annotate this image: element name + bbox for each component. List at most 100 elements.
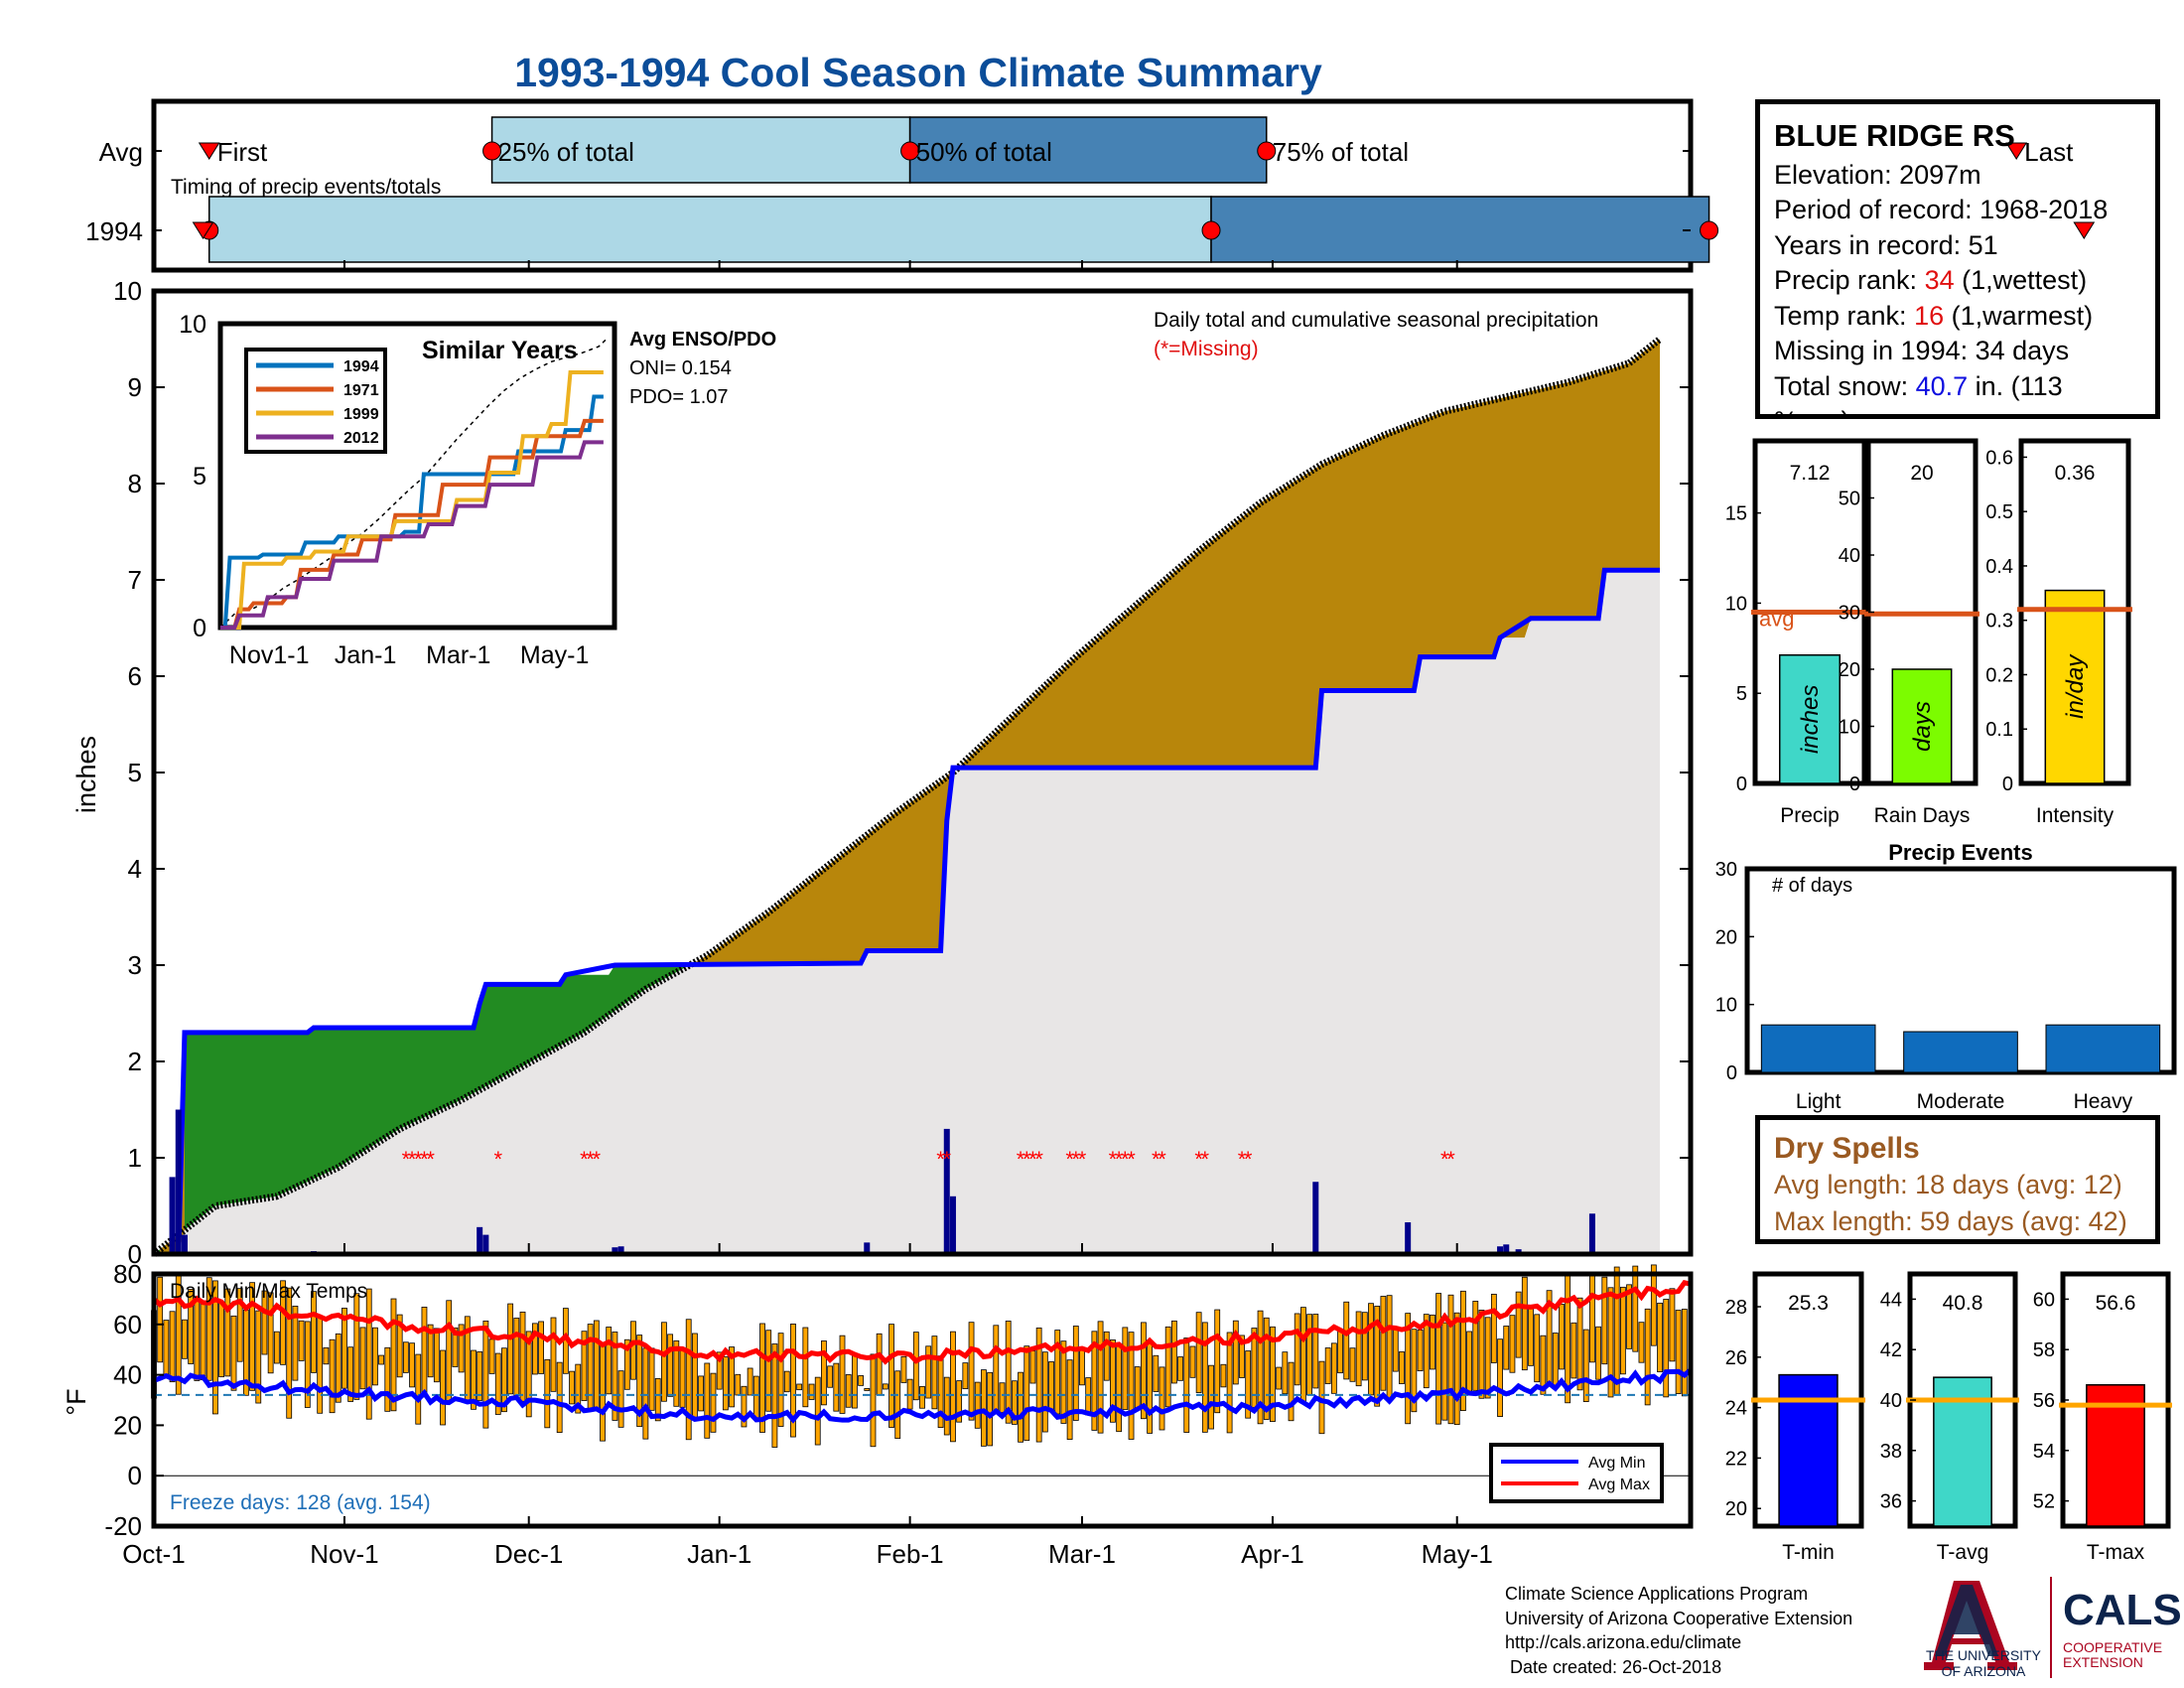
daily-temp-bar: [1595, 1326, 1602, 1380]
svg-text:EXTENSION: EXTENSION: [2063, 1654, 2143, 1670]
stat-bar-Intensity: [2044, 589, 2106, 784]
daily-temp-bar: [600, 1341, 606, 1442]
daily-temp-bar: [1029, 1350, 1036, 1384]
timing-caption: Timing of precip events/totals: [171, 176, 441, 199]
stat-bar-Rain Days: [1891, 668, 1953, 784]
cals-logo: CALS COOPERATIVE EXTENSION: [2063, 1586, 2182, 1670]
precip-y-tick-label: 7: [128, 565, 142, 595]
daily-temp-bar: [1306, 1314, 1312, 1396]
temps-y-axis-label: °F: [62, 1388, 91, 1415]
daily-temp-bar: [1411, 1329, 1418, 1413]
precip-y-axis-label: inches: [71, 736, 101, 813]
temp-y-tick-label: 20: [113, 1410, 142, 1440]
daily-temp-bar: [925, 1345, 932, 1399]
temp-y-tick-label: 80: [113, 1259, 142, 1289]
missing-day-marker: *: [1028, 1147, 1037, 1172]
credits: Climate Science Applications Program Uni…: [1505, 1582, 1852, 1679]
stat-label: Precip: [1780, 804, 1840, 827]
inset-y-tick-label: 0: [193, 615, 206, 642]
temp-y-tick-label: -20: [104, 1511, 142, 1541]
credit-university: University of Arizona Cooperative Extens…: [1505, 1608, 1853, 1628]
daily-temp-bar: [870, 1353, 877, 1448]
timing-marker-p75: [1700, 220, 1719, 240]
precip-events-category: Light: [1796, 1090, 1842, 1113]
daily-temp-bar: [1097, 1321, 1104, 1434]
missing-day-marker: *: [1017, 1147, 1025, 1172]
daily-temp-bar: [402, 1341, 409, 1373]
daily-temp-bar: [716, 1351, 723, 1390]
daily-temp-bar: [347, 1346, 354, 1402]
timing-marker-p50: [1201, 220, 1221, 240]
daily-temp-bar: [427, 1324, 434, 1378]
daily-temp-bar: [1447, 1294, 1454, 1425]
daily-temp-bar: [894, 1370, 901, 1440]
daily-temp-bar: [421, 1307, 428, 1398]
daily-temp-bar: [1441, 1322, 1448, 1421]
daily-precip-bar: [482, 1234, 489, 1254]
missing-day-marker: *: [942, 1147, 951, 1172]
daily-temp-bar: [1103, 1331, 1110, 1381]
daily-precip-bar: [1405, 1221, 1412, 1254]
daily-temp-bar: [698, 1375, 704, 1412]
daily-temp-bar: [280, 1280, 286, 1365]
stat-y-tick-label: 0.5: [1985, 501, 2013, 523]
temp-stat-y-tick-label: 54: [2033, 1441, 2055, 1463]
oni-value: ONI= 0.154: [629, 357, 732, 379]
timing-50pct-label: 50% of total: [916, 137, 1052, 167]
daily-precip-bar: [864, 1242, 871, 1254]
stat-value: 7.12: [1790, 462, 1831, 485]
daily-temp-bar: [808, 1383, 815, 1400]
daily-temp-bar: [1134, 1366, 1141, 1410]
precip-events-y-tick-label: 0: [1726, 1062, 1737, 1084]
missing-day-marker: *: [1072, 1147, 1081, 1172]
precip-y-tick-label: 6: [128, 661, 142, 691]
daily-temp-bar: [1576, 1297, 1583, 1391]
missing-day-marker: *: [936, 1147, 945, 1172]
credit-program: Climate Science Applications Program: [1505, 1584, 1809, 1604]
daily-temp-bar: [1515, 1291, 1522, 1358]
timing-marker-p25: [482, 141, 502, 161]
daily-temp-bar: [974, 1381, 981, 1429]
precip-events-y-tick-label: 20: [1715, 926, 1737, 948]
temp-stat-value: 40.8: [1943, 1292, 1983, 1315]
daily-temp-bar: [538, 1321, 544, 1374]
stat-label: Intensity: [2036, 804, 2115, 827]
daily-temp-bar: [1189, 1345, 1196, 1378]
credit-url: http://cals.arizona.edu/climate: [1505, 1632, 1742, 1652]
daily-temp-bar: [1312, 1314, 1319, 1389]
stat-unit: inches: [1797, 685, 1824, 754]
daily-temp-bar: [1018, 1371, 1024, 1443]
daily-temp-bar: [1232, 1320, 1239, 1385]
daily-temp-bar: [501, 1347, 507, 1413]
daily-temp-bar: [1613, 1266, 1620, 1396]
daily-temp-bar: [1453, 1312, 1460, 1426]
daily-temp-bar: [931, 1336, 938, 1410]
month-tick-label: Nov-1: [310, 1539, 378, 1569]
daily-temp-bar: [415, 1353, 422, 1425]
daily-temp-bar: [1195, 1312, 1202, 1393]
daily-temp-bar: [1122, 1327, 1129, 1410]
temp-stat-bar-T-min: [1778, 1373, 1839, 1527]
temp-y-tick-label: 60: [113, 1310, 142, 1339]
daily-temp-bar: [839, 1335, 846, 1414]
daily-temp-bar: [623, 1338, 630, 1390]
daily-temp-bar: [433, 1328, 440, 1383]
daily-temp-bar: [999, 1382, 1006, 1414]
temp-rank-value: 16: [1914, 300, 1945, 331]
temp-stat-y-tick-label: 36: [1880, 1491, 1902, 1513]
inset-y-tick-label: 10: [179, 311, 206, 339]
daily-temp-bar: [912, 1332, 919, 1401]
timing-marker-first: [192, 221, 214, 239]
daily-temp-bar: [1226, 1332, 1233, 1434]
daily-temp-bar: [1276, 1366, 1283, 1390]
daily-precip-bar: [1312, 1182, 1319, 1254]
daily-temp-bar: [1490, 1293, 1497, 1363]
missing-day-marker: *: [420, 1147, 429, 1172]
total-snow-value: 40.7: [1915, 370, 1969, 401]
precip-rank-value: 34: [1924, 265, 1955, 295]
month-tick-label: Oct-1: [122, 1539, 186, 1569]
total-snow: Total snow: 40.7 in. (113 %avg): [1774, 370, 2063, 415]
stat-label: Rain Days: [1874, 804, 1971, 827]
daily-temp-bar: [900, 1355, 907, 1383]
